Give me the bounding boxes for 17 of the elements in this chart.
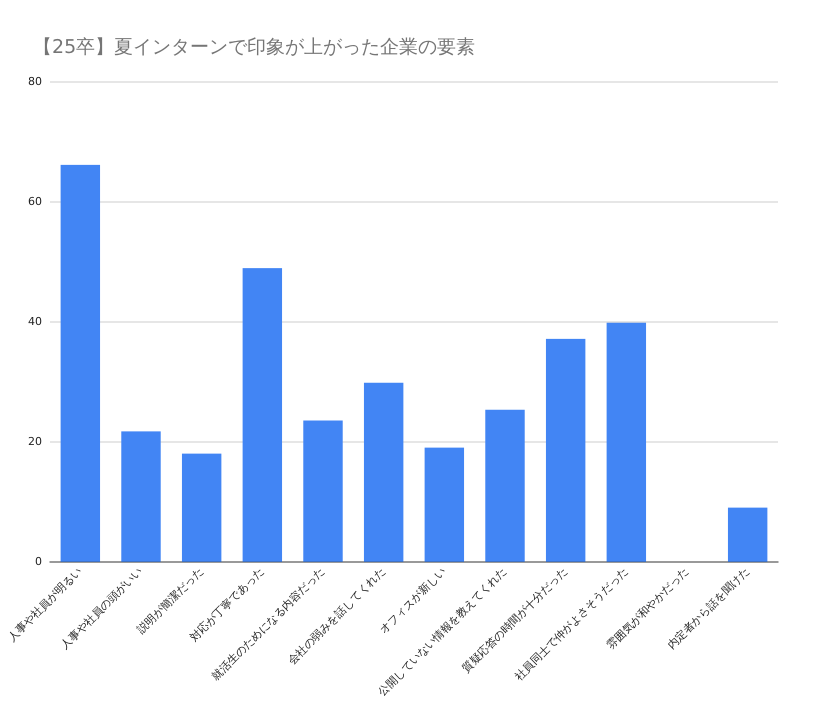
bar <box>182 454 222 562</box>
bar <box>546 338 586 562</box>
bar <box>121 431 161 562</box>
bar <box>303 420 343 562</box>
y-tick-label: 0 <box>34 555 42 568</box>
bar <box>424 448 464 562</box>
y-tick-label: 80 <box>28 74 42 88</box>
y-tick-label: 60 <box>28 194 42 208</box>
bar <box>485 410 525 562</box>
bar <box>364 382 404 562</box>
bar <box>60 164 100 562</box>
bar <box>606 322 646 562</box>
chart-title: 【25卒】夏インターンで印象が上がった企業の要素 <box>33 35 476 60</box>
bar <box>242 268 282 562</box>
bar <box>728 508 768 562</box>
y-tick-label: 20 <box>28 435 42 448</box>
y-tick-label: 40 <box>28 314 42 328</box>
